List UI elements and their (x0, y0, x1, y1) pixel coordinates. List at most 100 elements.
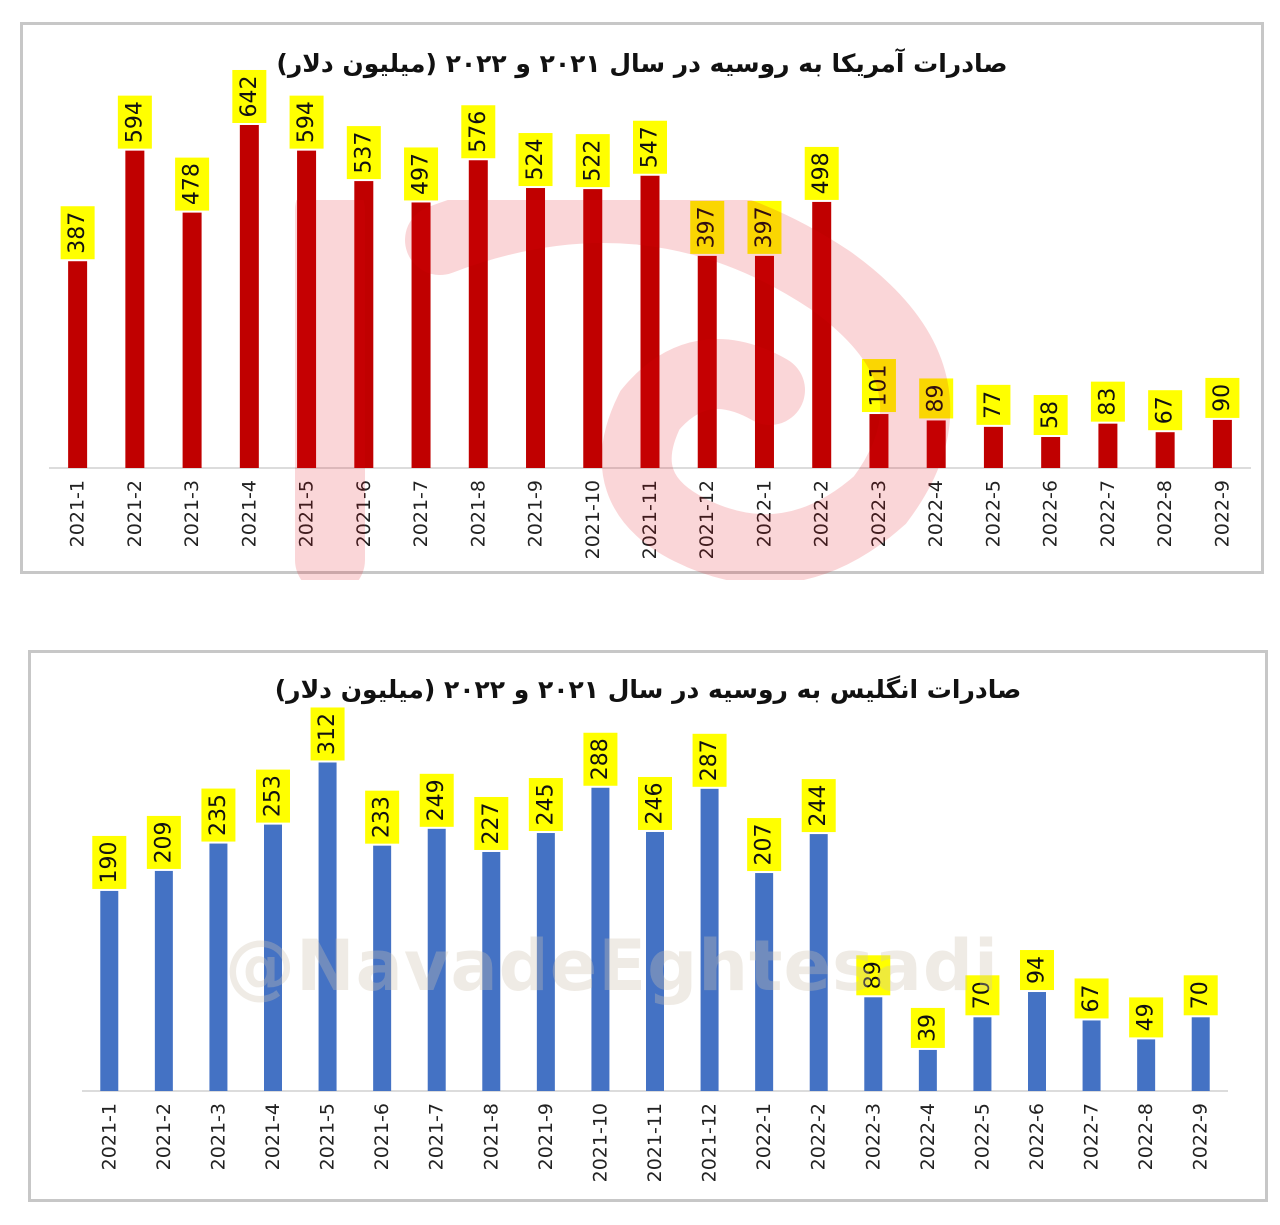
bar-2022-9 (1212, 419, 1232, 468)
x-tick-label: 2021-5 (296, 480, 318, 547)
data-label-2021-10: 288 (583, 732, 618, 786)
x-tick-label: 2021-10 (582, 480, 604, 559)
svg-text:246: 246 (643, 782, 668, 824)
x-tick-label: 2022-9 (1190, 1103, 1212, 1170)
svg-text:89: 89 (924, 384, 949, 412)
x-tick-label: 2022-9 (1211, 480, 1233, 547)
bar-2021-10 (591, 787, 610, 1091)
bar-2022-3 (864, 997, 883, 1091)
svg-text:227: 227 (479, 802, 504, 844)
data-label-2022-6: 94 (1020, 950, 1054, 991)
data-label-2021-6: 537 (346, 126, 381, 180)
x-tick-label: 2021-4 (262, 1103, 284, 1170)
x-tick-label: 2021-6 (371, 1103, 393, 1170)
bar-2022-2 (812, 201, 832, 468)
bar-2021-11 (640, 175, 660, 468)
bar-2021-1 (68, 261, 88, 468)
data-label-2022-9: 70 (1183, 975, 1218, 1016)
data-label-2021-2: 594 (117, 95, 152, 149)
svg-text:537: 537 (351, 132, 376, 174)
svg-text:77: 77 (981, 391, 1006, 419)
x-tick-label: 2022-1 (753, 1103, 775, 1170)
chart-title: صادرات انگلیس به روسیه در سال ۲۰۲۱ و ۲۰۲… (274, 675, 1022, 704)
bar-2021-3 (182, 212, 202, 468)
bar-2021-12 (700, 788, 719, 1091)
data-label-2021-11: 246 (638, 776, 672, 830)
svg-text:58: 58 (1038, 401, 1063, 429)
x-tick-label: 2021-10 (589, 1103, 611, 1182)
bar-2021-2 (154, 870, 173, 1091)
data-label-2022-2: 244 (801, 779, 836, 833)
bar-2021-1 (100, 890, 119, 1091)
svg-text:70: 70 (970, 981, 995, 1009)
data-label-2022-8: 49 (1129, 997, 1164, 1038)
data-label-2021-4: 642 (232, 69, 267, 123)
svg-text:190: 190 (97, 841, 122, 883)
bar-2022-9 (1191, 1017, 1210, 1091)
bar-2022-4 (918, 1049, 937, 1091)
x-tick-label: 2021-5 (317, 1103, 339, 1170)
data-label-2021-1: 387 (60, 206, 95, 260)
bar-2022-1 (755, 873, 774, 1091)
chart-uk-exports: صادرات انگلیس به روسیه در سال ۲۰۲۱ و ۲۰۲… (28, 650, 1268, 1202)
x-tick-label: 2022-4 (917, 1103, 939, 1170)
data-label-2022-9: 90 (1205, 377, 1240, 418)
bar-2021-6 (373, 845, 392, 1091)
x-tick-label: 2021-9 (535, 1103, 557, 1170)
data-label-2021-7: 497 (404, 147, 439, 201)
chart-us-exports: صادرات آمریکا به روسیه در سال ۲۰۲۱ و ۲۰۲… (20, 22, 1264, 574)
bar-2021-7 (427, 828, 446, 1091)
bar-2022-6 (1041, 437, 1061, 468)
svg-text:287: 287 (697, 739, 722, 781)
x-tick-label: 2021-8 (480, 1103, 502, 1170)
data-label-2022-7: 67 (1074, 978, 1109, 1019)
x-tick-label: 2022-7 (1081, 1103, 1103, 1170)
svg-text:642: 642 (237, 75, 262, 117)
bar-2022-6 (1028, 992, 1046, 1091)
svg-text:89: 89 (861, 961, 886, 989)
x-tick-label: 2022-5 (971, 1103, 993, 1170)
svg-text:253: 253 (261, 775, 286, 817)
data-label-2021-7: 249 (419, 773, 454, 827)
chart-title: صادرات آمریکا به روسیه در سال ۲۰۲۱ و ۲۰۲… (276, 49, 1008, 78)
svg-text:522: 522 (580, 140, 605, 182)
svg-text:524: 524 (523, 139, 548, 181)
data-label-2021-2: 209 (146, 815, 181, 869)
x-tick-label: 2021-3 (207, 1103, 229, 1170)
x-tick-label: 2022-8 (1135, 1103, 1157, 1170)
x-tick-label: 2021-11 (639, 480, 661, 559)
svg-text:249: 249 (424, 779, 449, 821)
svg-text:67: 67 (1079, 984, 1104, 1012)
data-label-2022-7: 83 (1090, 381, 1125, 422)
svg-text:49: 49 (1134, 1003, 1159, 1031)
svg-text:397: 397 (695, 206, 720, 248)
data-label-2021-4: 253 (256, 769, 290, 823)
data-label-2021-9: 524 (518, 133, 553, 187)
bar-2021-8 (482, 851, 501, 1091)
data-label-2022-4: 39 (910, 1007, 945, 1048)
bar-2021-10 (583, 189, 603, 469)
svg-text:498: 498 (809, 152, 834, 194)
x-tick-label: 2021-8 (467, 480, 489, 547)
bar-2021-11 (646, 831, 664, 1091)
data-label-2021-12: 287 (692, 733, 727, 787)
data-label-2021-8: 576 (461, 105, 496, 159)
bar-2022-4 (926, 420, 946, 468)
x-tick-label: 2021-11 (644, 1103, 666, 1182)
x-tick-label: 2022-2 (811, 480, 833, 547)
svg-text:478: 478 (180, 163, 205, 205)
data-label-2021-12: 397 (690, 200, 725, 254)
x-tick-label: 2021-2 (124, 480, 146, 547)
data-label-2021-5: 594 (289, 95, 324, 149)
svg-text:397: 397 (752, 206, 777, 248)
bar-2021-8 (468, 160, 488, 468)
x-tick-label: 2021-6 (353, 480, 375, 547)
svg-text:576: 576 (466, 111, 491, 153)
bar-2021-5 (297, 150, 317, 468)
x-tick-label: 2022-2 (808, 1103, 830, 1170)
x-tick-label: 2021-2 (153, 1103, 175, 1170)
bar-2022-7 (1082, 1020, 1101, 1091)
data-label-2021-5: 312 (310, 707, 345, 761)
data-label-2022-1: 397 (747, 200, 782, 254)
x-tick-label: 2021-4 (238, 480, 260, 547)
